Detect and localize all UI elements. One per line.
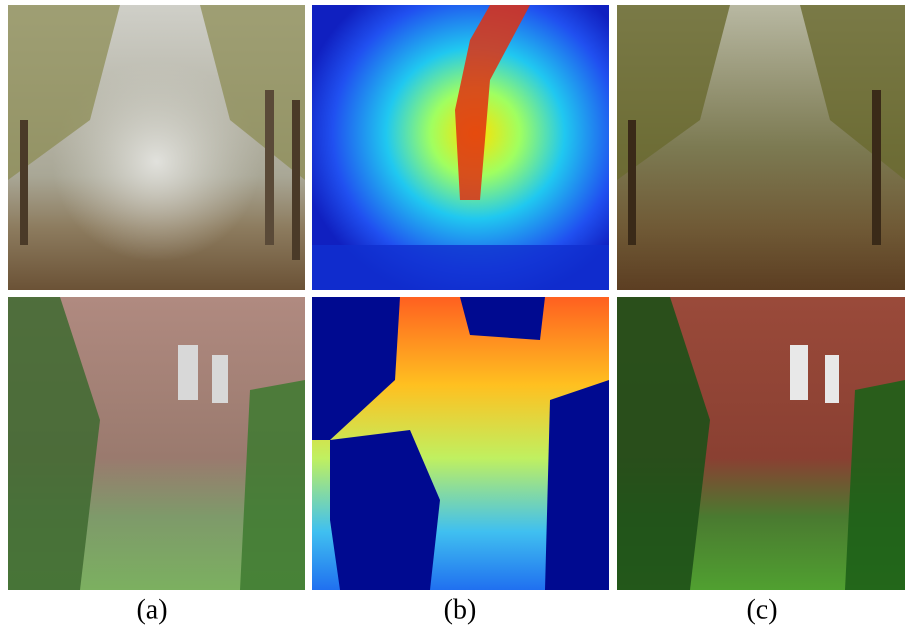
transmission-map — [312, 297, 609, 590]
hazy-forest-image — [8, 5, 305, 290]
figure: (a) (b) (c) — [0, 0, 905, 634]
hazy-house-image — [8, 297, 305, 590]
caption: (a) — [136, 594, 167, 625]
page: {"figure": {"captions": ["(a)", "(b)", "… — [0, 0, 905, 634]
dehazed-forest-image — [617, 5, 905, 290]
transmission-map — [312, 5, 609, 290]
dehazed-house-image — [617, 297, 905, 590]
caption: (b) — [444, 594, 477, 625]
caption: (c) — [746, 594, 777, 625]
